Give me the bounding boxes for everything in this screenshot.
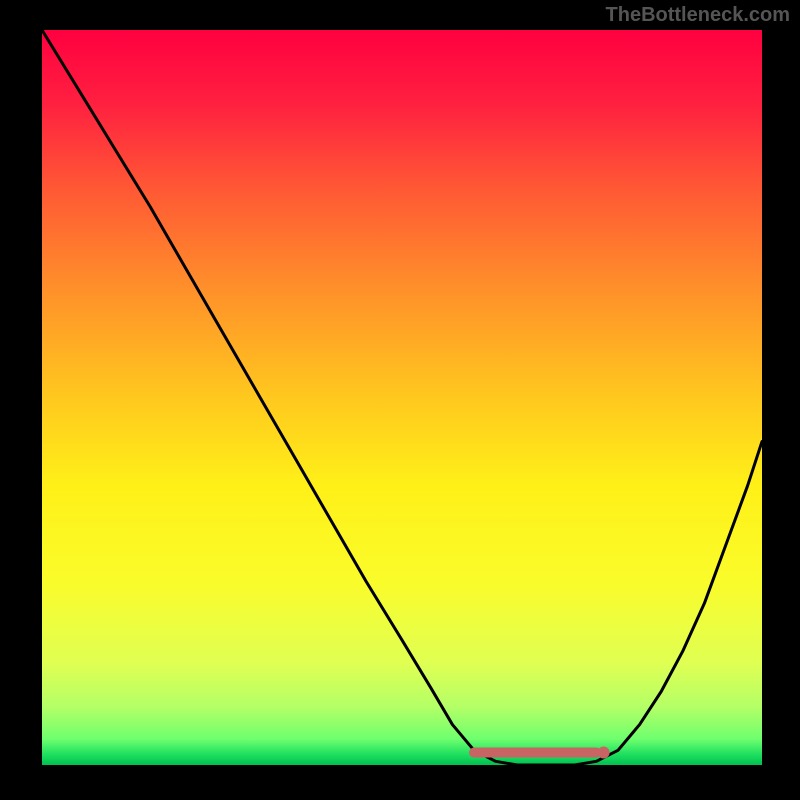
curve-layer xyxy=(42,30,762,765)
watermark-text: TheBottleneck.com xyxy=(606,4,790,27)
chart-container: TheBottleneck.com xyxy=(0,0,800,800)
bottom-marker-dot xyxy=(598,747,610,759)
bottleneck-curve xyxy=(42,30,762,765)
plot-area xyxy=(42,30,762,765)
